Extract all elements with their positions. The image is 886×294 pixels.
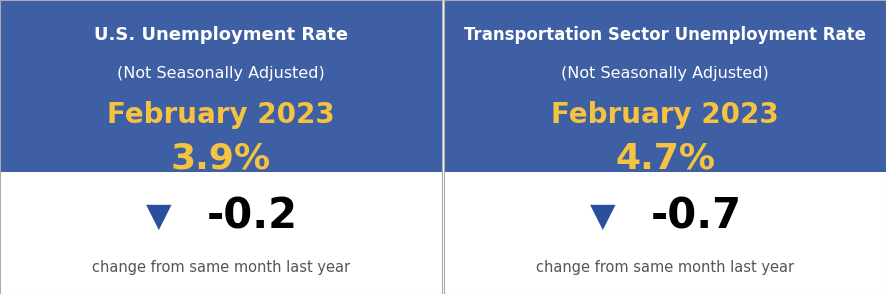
Text: -0.2: -0.2 bbox=[206, 195, 298, 237]
Text: 4.7%: 4.7% bbox=[615, 142, 715, 176]
Text: U.S. Unemployment Rate: U.S. Unemployment Rate bbox=[94, 26, 348, 44]
Text: February 2023: February 2023 bbox=[107, 101, 335, 129]
Text: 3.9%: 3.9% bbox=[171, 142, 271, 176]
Text: Transportation Sector Unemployment Rate: Transportation Sector Unemployment Rate bbox=[464, 26, 866, 44]
Text: change from same month last year: change from same month last year bbox=[536, 260, 794, 275]
Text: (Not Seasonally Adjusted): (Not Seasonally Adjusted) bbox=[117, 66, 325, 81]
Text: change from same month last year: change from same month last year bbox=[92, 260, 350, 275]
Bar bbox=[0, 0, 442, 172]
Text: February 2023: February 2023 bbox=[551, 101, 779, 129]
Bar bbox=[444, 172, 886, 294]
Text: (Not Seasonally Adjusted): (Not Seasonally Adjusted) bbox=[561, 66, 769, 81]
Bar bbox=[0, 172, 442, 294]
Text: ▼: ▼ bbox=[146, 200, 172, 233]
Text: -0.7: -0.7 bbox=[650, 195, 742, 237]
Text: ▼: ▼ bbox=[590, 200, 616, 233]
Bar bbox=[444, 0, 886, 172]
